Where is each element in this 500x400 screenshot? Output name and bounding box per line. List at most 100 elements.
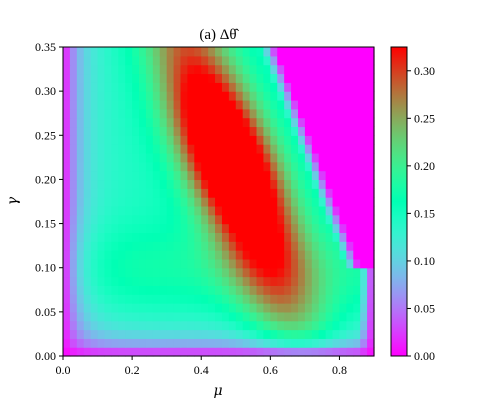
heatmap-cell <box>125 126 133 136</box>
heatmap-cell <box>187 320 195 331</box>
heatmap-cell <box>132 161 140 172</box>
heatmap-cell <box>187 197 195 207</box>
heatmap-cell <box>263 303 271 313</box>
heatmap-cell <box>360 99 368 110</box>
heatmap-cell <box>332 161 341 172</box>
heatmap-cell <box>97 223 106 233</box>
heatmap-cell <box>76 99 85 110</box>
heatmap-cell <box>325 188 334 198</box>
heatmap-cell <box>208 258 216 269</box>
heatmap-cell <box>111 232 119 242</box>
heatmap-cell <box>145 223 154 233</box>
heatmap-cell <box>97 214 106 225</box>
heatmap-cell <box>166 197 175 207</box>
heatmap-cell <box>270 294 278 304</box>
heatmap-cell <box>270 276 278 286</box>
heatmap-cell <box>325 267 334 278</box>
heatmap-cell <box>90 223 99 233</box>
heatmap-cell <box>291 338 299 348</box>
heatmap-cell <box>235 91 244 101</box>
heatmap-cell <box>367 126 375 136</box>
heatmap-cell <box>63 117 71 128</box>
heatmap-cell <box>311 267 320 278</box>
heatmap-cell <box>215 126 223 136</box>
heatmap-cell <box>63 170 71 181</box>
heatmap-cell <box>69 320 78 331</box>
heatmap-cell <box>63 276 71 286</box>
heatmap-cell <box>215 197 223 207</box>
heatmap-cell <box>297 258 306 269</box>
heatmap-cell <box>353 285 361 295</box>
heatmap-cell <box>270 258 278 269</box>
heatmap-cell <box>263 161 271 172</box>
heatmap-cell <box>353 144 361 154</box>
heatmap-cell <box>194 188 202 198</box>
heatmap-cell <box>332 214 341 225</box>
y-tick-label: 0.35 <box>35 40 56 54</box>
heatmap-cell <box>304 285 313 295</box>
y-tick-label: 0.25 <box>35 128 56 142</box>
heatmap-cell <box>111 285 119 295</box>
heatmap-cell <box>145 329 154 339</box>
heatmap-cell <box>118 188 126 198</box>
heatmap-cell <box>132 126 140 136</box>
heatmap-cell <box>125 276 133 286</box>
heatmap-cell <box>360 205 368 216</box>
heatmap-cell <box>90 329 99 339</box>
heatmap-cell <box>132 117 140 128</box>
heatmap-cell <box>332 91 341 101</box>
heatmap-cell <box>166 214 175 225</box>
heatmap-cell <box>360 161 368 172</box>
heatmap-cell <box>277 91 285 101</box>
heatmap-cell <box>221 347 230 357</box>
heatmap-cell <box>139 91 147 101</box>
heatmap-cell <box>111 144 119 154</box>
heatmap-cell <box>166 73 175 83</box>
heatmap-cell <box>118 241 126 251</box>
heatmap-cell <box>187 91 195 101</box>
heatmap-cell <box>215 205 223 216</box>
heatmap-cell <box>132 55 140 66</box>
heatmap-cell <box>145 294 154 304</box>
heatmap-cell <box>304 82 313 92</box>
heatmap-cell <box>187 329 195 339</box>
heatmap-cell <box>132 170 140 181</box>
heatmap-cell <box>63 47 71 57</box>
heatmap-cell <box>104 250 112 260</box>
heatmap-cell <box>256 91 265 101</box>
heatmap-cell <box>83 223 92 233</box>
heatmap-cell <box>152 241 161 251</box>
heatmap-cell <box>228 214 237 225</box>
heatmap-cell <box>297 108 306 119</box>
heatmap-cell <box>270 170 278 181</box>
heatmap-cell <box>166 347 175 357</box>
heatmap-cell <box>166 232 175 242</box>
heatmap-cell <box>367 232 375 242</box>
heatmap-cell <box>235 347 244 357</box>
heatmap-cell <box>83 205 92 216</box>
heatmap-cell <box>249 241 258 251</box>
heatmap-cell <box>325 82 334 92</box>
colorbar-ticks: 0.000.050.100.150.200.250.30 <box>407 64 435 363</box>
heatmap-cell <box>284 347 292 357</box>
heatmap-cell <box>132 311 140 322</box>
heatmap-cell <box>69 303 78 313</box>
heatmap-cell <box>367 64 375 75</box>
heatmap-cell <box>325 152 334 163</box>
heatmap-cell <box>270 152 278 163</box>
heatmap-cell <box>83 276 92 286</box>
heatmap-cell <box>291 64 299 75</box>
heatmap-cell <box>311 276 320 286</box>
heatmap-cell <box>256 347 265 357</box>
heatmap-cell <box>318 329 327 339</box>
heatmap-cell <box>304 144 313 154</box>
heatmap-cell <box>166 161 175 172</box>
heatmap-cell <box>159 311 168 322</box>
heatmap-cell <box>111 250 119 260</box>
heatmap-cell <box>318 338 327 348</box>
heatmap-cell <box>187 117 195 128</box>
heatmap-cell <box>339 170 347 181</box>
heatmap-cell <box>104 241 112 251</box>
heatmap-cell <box>360 64 368 75</box>
x-tick-label: 0.4 <box>194 363 209 377</box>
